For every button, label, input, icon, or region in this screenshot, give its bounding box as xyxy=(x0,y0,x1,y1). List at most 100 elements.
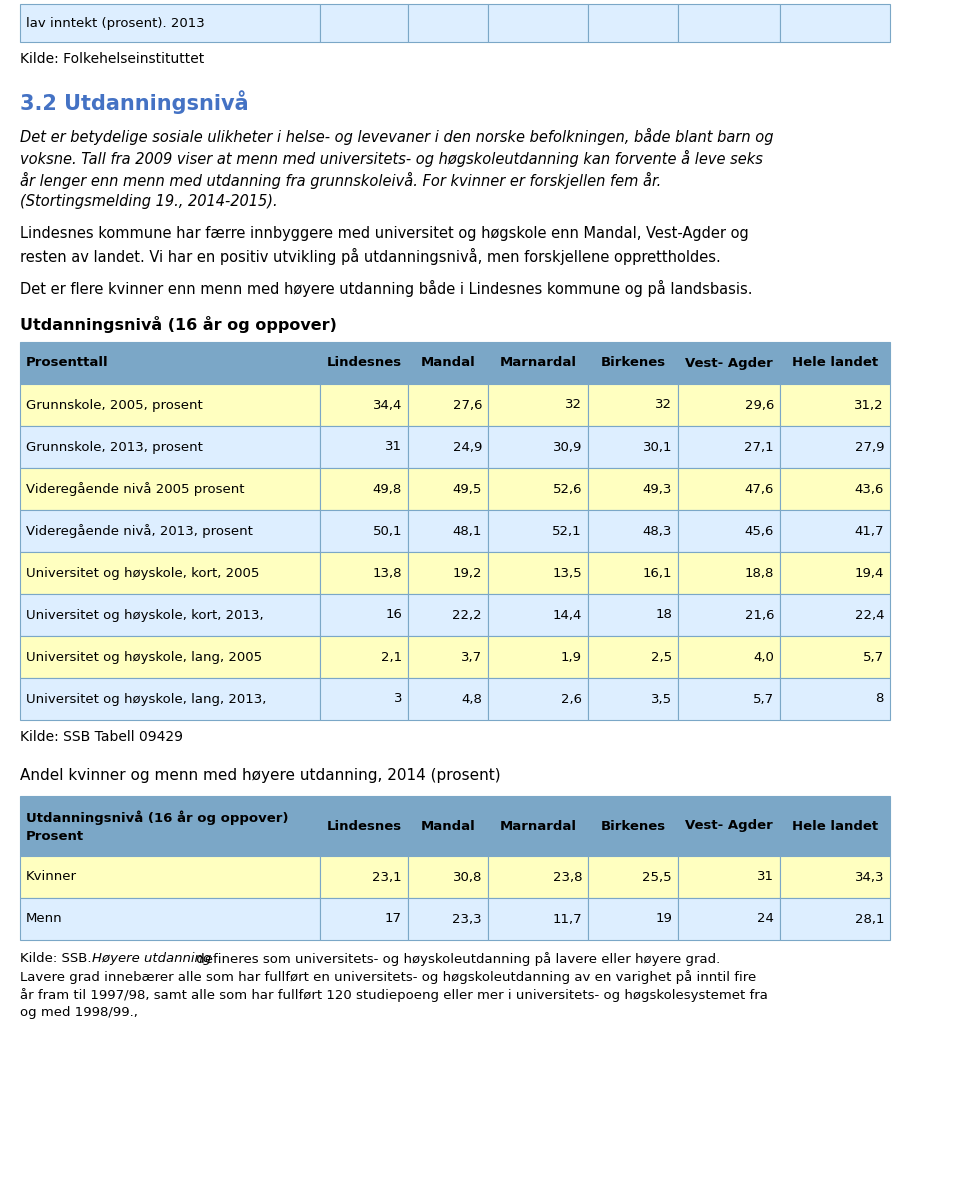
FancyBboxPatch shape xyxy=(678,636,780,678)
FancyBboxPatch shape xyxy=(488,551,588,594)
Text: Birkenes: Birkenes xyxy=(600,820,665,832)
Text: 1,9: 1,9 xyxy=(561,650,582,663)
Text: 23,8: 23,8 xyxy=(553,870,582,884)
FancyBboxPatch shape xyxy=(20,856,320,898)
Text: 27,1: 27,1 xyxy=(744,441,774,454)
FancyBboxPatch shape xyxy=(678,384,780,426)
FancyBboxPatch shape xyxy=(588,551,678,594)
FancyBboxPatch shape xyxy=(488,468,588,510)
Text: 29,6: 29,6 xyxy=(745,399,774,412)
FancyBboxPatch shape xyxy=(588,384,678,426)
FancyBboxPatch shape xyxy=(408,856,488,898)
FancyBboxPatch shape xyxy=(488,796,588,856)
Text: Prosenttall: Prosenttall xyxy=(26,356,108,370)
FancyBboxPatch shape xyxy=(780,510,890,551)
Text: 45,6: 45,6 xyxy=(745,525,774,537)
Text: Videregående nivå 2005 prosent: Videregående nivå 2005 prosent xyxy=(26,482,245,496)
Text: 43,6: 43,6 xyxy=(854,483,884,496)
FancyBboxPatch shape xyxy=(780,384,890,426)
Text: år lenger enn menn med utdanning fra grunnskoleivå. For kvinner er forskjellen f: år lenger enn menn med utdanning fra gru… xyxy=(20,172,661,189)
Text: 32: 32 xyxy=(565,399,582,412)
Text: Kilde: SSB Tabell 09429: Kilde: SSB Tabell 09429 xyxy=(20,730,183,744)
Text: Grunnskole, 2013, prosent: Grunnskole, 2013, prosent xyxy=(26,441,203,454)
FancyBboxPatch shape xyxy=(408,898,488,940)
FancyBboxPatch shape xyxy=(588,856,678,898)
Text: 3,7: 3,7 xyxy=(461,650,482,663)
Text: 21,6: 21,6 xyxy=(745,608,774,621)
FancyBboxPatch shape xyxy=(488,594,588,636)
FancyBboxPatch shape xyxy=(320,678,408,720)
FancyBboxPatch shape xyxy=(408,594,488,636)
Text: 5,7: 5,7 xyxy=(863,650,884,663)
Text: Lindesnes: Lindesnes xyxy=(326,820,401,832)
Text: Menn: Menn xyxy=(26,913,62,926)
FancyBboxPatch shape xyxy=(588,636,678,678)
Text: 27,6: 27,6 xyxy=(452,399,482,412)
Text: 2,6: 2,6 xyxy=(561,692,582,706)
Text: Vest- Agder: Vest- Agder xyxy=(685,356,773,370)
FancyBboxPatch shape xyxy=(780,796,890,856)
Text: 50,1: 50,1 xyxy=(372,525,402,537)
Text: 4,8: 4,8 xyxy=(461,692,482,706)
Text: Utdanningsnivå (16 år og oppover): Utdanningsnivå (16 år og oppover) xyxy=(20,315,337,334)
FancyBboxPatch shape xyxy=(20,4,320,42)
FancyBboxPatch shape xyxy=(780,898,890,940)
FancyBboxPatch shape xyxy=(320,468,408,510)
Text: defineres som universitets- og høyskoleutdanning på lavere eller høyere grad.: defineres som universitets- og høyskoleu… xyxy=(192,952,720,966)
FancyBboxPatch shape xyxy=(20,898,320,940)
Text: Hele landet: Hele landet xyxy=(792,820,878,832)
FancyBboxPatch shape xyxy=(588,342,678,384)
Text: Kilde: SSB.: Kilde: SSB. xyxy=(20,952,96,964)
FancyBboxPatch shape xyxy=(20,342,320,384)
Text: 3.2 Utdanningsnivå: 3.2 Utdanningsnivå xyxy=(20,90,249,114)
Text: 32: 32 xyxy=(655,399,672,412)
Text: 18,8: 18,8 xyxy=(745,567,774,579)
FancyBboxPatch shape xyxy=(678,510,780,551)
Text: 13,8: 13,8 xyxy=(372,567,402,579)
FancyBboxPatch shape xyxy=(588,594,678,636)
Text: Kilde: Folkehelseinstituttet: Kilde: Folkehelseinstituttet xyxy=(20,52,204,66)
Text: Mandal: Mandal xyxy=(420,820,475,832)
Text: Grunnskole, 2005, prosent: Grunnskole, 2005, prosent xyxy=(26,399,203,412)
Text: 23,3: 23,3 xyxy=(452,913,482,926)
FancyBboxPatch shape xyxy=(488,426,588,468)
Text: Marnardal: Marnardal xyxy=(499,820,577,832)
Text: 52,1: 52,1 xyxy=(552,525,582,537)
FancyBboxPatch shape xyxy=(320,551,408,594)
Text: lav inntekt (prosent). 2013: lav inntekt (prosent). 2013 xyxy=(26,17,204,30)
Text: 27,9: 27,9 xyxy=(854,441,884,454)
FancyBboxPatch shape xyxy=(408,468,488,510)
Text: Marnardal: Marnardal xyxy=(499,356,577,370)
Text: 2,5: 2,5 xyxy=(651,650,672,663)
Text: 23,1: 23,1 xyxy=(372,870,402,884)
FancyBboxPatch shape xyxy=(678,594,780,636)
FancyBboxPatch shape xyxy=(780,468,890,510)
Text: Birkenes: Birkenes xyxy=(600,356,665,370)
FancyBboxPatch shape xyxy=(780,594,890,636)
FancyBboxPatch shape xyxy=(488,510,588,551)
Text: 14,4: 14,4 xyxy=(553,608,582,621)
FancyBboxPatch shape xyxy=(320,4,408,42)
Text: 48,3: 48,3 xyxy=(642,525,672,537)
Text: Lavere grad innebærer alle som har fullført en universitets- og høgskoleutdannin: Lavere grad innebærer alle som har fullf… xyxy=(20,970,756,984)
Text: år fram til 1997/98, samt alle som har fullført 120 studiepoeng eller mer i univ: år fram til 1997/98, samt alle som har f… xyxy=(20,988,768,1002)
Text: 34,4: 34,4 xyxy=(372,399,402,412)
FancyBboxPatch shape xyxy=(678,856,780,898)
FancyBboxPatch shape xyxy=(678,678,780,720)
Text: 30,8: 30,8 xyxy=(452,870,482,884)
Text: Det er betydelige sosiale ulikheter i helse- og levevaner i den norske befolknin: Det er betydelige sosiale ulikheter i he… xyxy=(20,128,774,144)
Text: 11,7: 11,7 xyxy=(552,913,582,926)
FancyBboxPatch shape xyxy=(408,342,488,384)
Text: 34,3: 34,3 xyxy=(854,870,884,884)
Text: og med 1998/99.,: og med 1998/99., xyxy=(20,1007,138,1019)
FancyBboxPatch shape xyxy=(678,468,780,510)
Text: 4,0: 4,0 xyxy=(754,650,774,663)
FancyBboxPatch shape xyxy=(320,636,408,678)
FancyBboxPatch shape xyxy=(588,510,678,551)
Text: 49,3: 49,3 xyxy=(642,483,672,496)
Text: 16,1: 16,1 xyxy=(642,567,672,579)
Text: 30,9: 30,9 xyxy=(553,441,582,454)
FancyBboxPatch shape xyxy=(488,384,588,426)
Text: 18: 18 xyxy=(655,608,672,621)
FancyBboxPatch shape xyxy=(488,678,588,720)
